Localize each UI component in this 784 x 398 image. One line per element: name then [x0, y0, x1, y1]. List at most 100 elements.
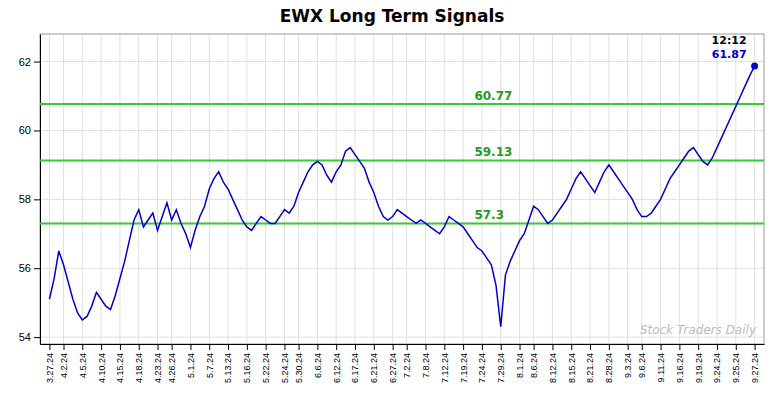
plot-frame [40, 34, 764, 344]
tick-mark [679, 344, 680, 350]
signal-line [40, 103, 764, 105]
grid-line [500, 34, 501, 344]
grid-line [119, 34, 120, 344]
grid-line [63, 34, 64, 344]
tick-mark [139, 344, 140, 350]
tick-mark [463, 344, 464, 350]
tick-mark [247, 344, 248, 350]
tick: 8.21.24 [585, 344, 595, 383]
marks [40, 63, 764, 327]
tick: 4.18.24 [134, 344, 144, 383]
tick: 5.24.24 [280, 344, 290, 383]
grid-line [660, 34, 661, 344]
watermark: Stock Traders Daily [640, 323, 757, 337]
tick-mark [393, 344, 394, 350]
tick-label: 8.6.24 [529, 353, 539, 378]
tick: 5.1.24 [186, 344, 196, 378]
tick-label: 8.12.24 [548, 353, 558, 383]
tick-label: 4.10.24 [96, 353, 106, 383]
labels: 57.359.1360.7712:1261.87Stock Traders Da… [474, 34, 756, 337]
tick: 7.19.24 [458, 344, 468, 383]
tick-mark [299, 344, 300, 350]
tick-mark [336, 344, 337, 350]
tick-label: 6.6.24 [313, 353, 323, 378]
tick-label: 5.7.24 [205, 353, 215, 378]
grid-line [40, 268, 764, 269]
tick-label: 9.11.24 [656, 353, 666, 382]
tick: 4.2.24 [59, 344, 69, 378]
tick-mark [101, 344, 102, 350]
tick: 8.1.24 [515, 344, 525, 378]
grid-line [190, 34, 191, 344]
tick-mark [736, 344, 737, 350]
tick: 54 [19, 331, 40, 343]
tick: 7.2.24 [402, 344, 412, 378]
tick-label: 7.19.24 [458, 353, 468, 383]
tick-mark [355, 344, 356, 350]
tick: 5.30.24 [294, 344, 304, 383]
grid-line [265, 34, 266, 344]
grid-line [754, 34, 755, 344]
annotation: 61.87 [712, 48, 747, 61]
grid-line [716, 34, 717, 344]
last-point [751, 63, 758, 70]
tick-label: 9.16.24 [675, 353, 685, 383]
tick-label: 9.24.24 [712, 353, 722, 383]
tick: 5.13.24 [223, 344, 233, 383]
tick-mark [34, 62, 40, 63]
tick-label: 7.24.24 [477, 353, 487, 383]
tick-label: 4.5.24 [78, 353, 88, 378]
grid-line [284, 34, 285, 344]
tick-label: 58 [19, 193, 31, 205]
tick-label: 7.2.24 [402, 353, 412, 378]
grid-line [354, 34, 355, 344]
tick: 9.25.24 [731, 344, 741, 383]
grid-line [298, 34, 299, 344]
tick-label: 60 [19, 124, 31, 136]
plot: 54565860623.27.244.2.244.5.244.10.244.15… [19, 34, 765, 383]
tick-label: 5.16.24 [242, 353, 252, 383]
tick-label: 7.8.24 [421, 353, 431, 378]
tick-mark [501, 344, 502, 350]
tick: 58 [19, 193, 40, 205]
tick-mark [717, 344, 718, 350]
tick-mark [520, 344, 521, 350]
y-axis: 5456586062 [19, 35, 41, 345]
tick-mark [571, 344, 572, 350]
tick-mark [426, 344, 427, 350]
axis-line [41, 344, 765, 345]
tick-mark [628, 344, 629, 350]
tick: 7.12.24 [440, 344, 450, 383]
grid-line [444, 34, 445, 344]
tick-mark [209, 344, 210, 350]
grid-line [336, 34, 337, 344]
tick-mark [534, 344, 535, 350]
grid-line [425, 34, 426, 344]
grid-line [590, 34, 591, 344]
tick-mark [661, 344, 662, 350]
tick: 5.16.24 [242, 344, 252, 383]
tick-label: 5.22.24 [261, 353, 271, 383]
tick: 9.19.24 [694, 344, 704, 383]
tick-mark [609, 344, 610, 350]
tick-label: 8.1.24 [515, 353, 525, 378]
grid-line [533, 34, 534, 344]
grid-line [246, 34, 247, 344]
tick-label: 5.13.24 [223, 353, 233, 383]
tick-label: 8.15.24 [567, 353, 577, 383]
tick-label: 4.26.24 [167, 353, 177, 383]
tick-label: 4.23.24 [153, 353, 163, 383]
tick: 8.15.24 [567, 344, 577, 383]
grid-line [463, 34, 464, 344]
tick: 60 [19, 124, 40, 136]
tick-mark [82, 344, 83, 350]
tick: 3.27.24 [45, 344, 55, 383]
tick: 8.28.24 [604, 344, 614, 383]
grid-line [627, 34, 628, 344]
tick-label: 9.6.24 [637, 353, 647, 378]
tick: 9.16.24 [675, 344, 685, 383]
tick-label: 6.17.24 [350, 353, 360, 383]
grid-line [317, 34, 318, 344]
tick-label: 6.12.24 [332, 353, 342, 383]
annotation: 12:12 [712, 34, 747, 47]
